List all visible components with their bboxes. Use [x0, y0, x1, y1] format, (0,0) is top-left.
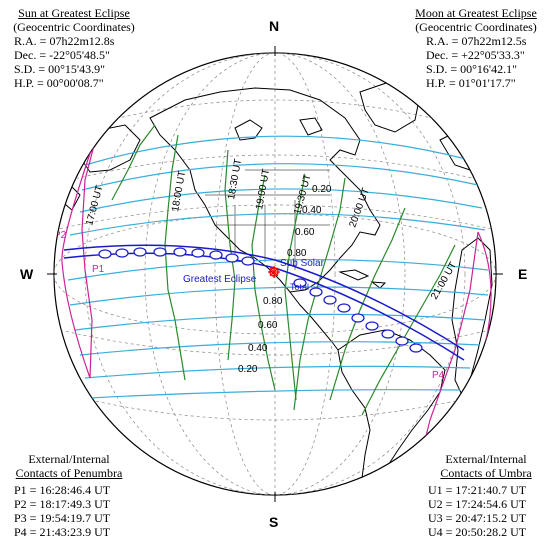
penumbra-subtitle: Contacts of Penumbra: [15, 466, 123, 480]
penumbra-p2: P2 = 18:17:49.3 UT: [14, 497, 111, 511]
moon-ra: R.A. = 07h22m12.5s: [426, 34, 527, 48]
sun-info: Sun at Greatest Eclipse (Geocentric Coor…: [4, 6, 144, 90]
shadow-ellipses: [98, 247, 423, 353]
sub-solar-label: Sub Solar: [280, 258, 325, 269]
compass-west: W: [20, 266, 34, 282]
penumbra-p4: P4 = 21:43:23.9 UT: [14, 525, 111, 539]
graticule: [54, 53, 496, 495]
compass-east: E: [518, 266, 528, 282]
greatest-eclipse-label: Greatest Eclipse: [183, 274, 257, 285]
mag-label-040b: 0.40: [248, 343, 268, 354]
moon-hp: H.P. = 01°01'17.7": [426, 76, 516, 90]
sun-sd: S.D. = 00°15'43.9": [14, 62, 105, 76]
mag-label-020: 0.20: [312, 184, 332, 195]
mag-label-080: 0.80: [287, 248, 307, 259]
penumbra-p1: P1 = 16:28:46.4 UT: [14, 483, 111, 497]
moon-title: Moon at Greatest Eclipse: [415, 6, 537, 20]
compass-ticks: [47, 46, 503, 502]
sun-title: Sun at Greatest Eclipse: [18, 6, 130, 20]
compass-north: N: [269, 18, 280, 34]
penumbra-contacts: External/Internal Contacts of Penumbra P…: [4, 452, 134, 539]
sun-hp: H.P. = 00°00'08.7": [14, 76, 104, 90]
compass-south: S: [269, 514, 279, 530]
p4-label: P4: [432, 370, 445, 381]
mag-label-040: 0.40: [302, 205, 322, 216]
total-label: Total: [290, 282, 309, 292]
umbra-u3: U3 = 20:47:15.2 UT: [428, 511, 527, 525]
moon-subtitle: (Geocentric Coordinates): [415, 20, 537, 34]
sun-subtitle: (Geocentric Coordinates): [13, 20, 135, 34]
greatest-eclipse-marker: [268, 266, 280, 278]
p3-label: P3: [486, 336, 499, 347]
umbra-title: External/Internal: [445, 452, 527, 466]
umbra-u4: U4 = 20:50:28.2 UT: [428, 525, 527, 539]
penumbra-title: External/Internal: [28, 452, 110, 466]
moon-info: Moon at Greatest Eclipse (Geocentric Coo…: [404, 6, 548, 90]
moon-dec: Dec. = +22°05'33.3": [426, 48, 525, 62]
mag-label-060: 0.60: [295, 227, 315, 238]
moon-sd: S.D. = 00°16'42.1": [426, 62, 517, 76]
mag-label-080b: 0.80: [263, 296, 283, 307]
mag-label-060b: 0.60: [258, 320, 278, 331]
umbra-subtitle: Contacts of Umbra: [440, 466, 532, 480]
p2-label: P2: [54, 230, 67, 241]
umbra-u2: U2 = 17:24:54.6 UT: [428, 497, 527, 511]
p1-label: P1: [92, 264, 105, 275]
sun-ra: R.A. = 07h22m12.8s: [14, 34, 115, 48]
umbra-u1: U1 = 17:21:40.7 UT: [428, 483, 527, 497]
sun-dec: Dec. = -22°05'48.5": [14, 48, 110, 62]
mag-label-020b: 0.20: [238, 364, 258, 375]
penumbra-p3: P3 = 19:54:19.7 UT: [14, 511, 111, 525]
umbra-contacts: External/Internal Contacts of Umbra U1 =…: [424, 452, 548, 539]
